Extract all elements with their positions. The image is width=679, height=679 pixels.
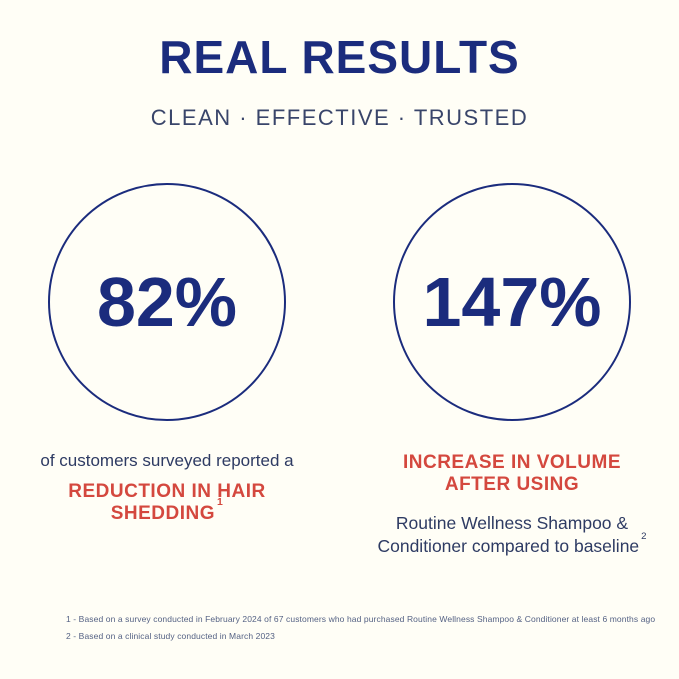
stat-sub-volume: Routine Wellness Shampoo & Conditioner co… bbox=[377, 512, 646, 558]
stat-volume-increase: 147% INCREASE IN VOLUME AFTER USING Routi… bbox=[362, 183, 662, 558]
stat-circle-shedding: 82% bbox=[48, 183, 286, 421]
stat-value-shedding: 82% bbox=[96, 263, 238, 341]
stat-headline-shedding: REDUCTION IN HAIR SHEDDING1 bbox=[68, 481, 265, 525]
stat-value-volume: 147% bbox=[422, 263, 602, 341]
sub-line2: Conditioner compared to baseline bbox=[377, 535, 640, 556]
footnote-1: 1 - Based on a survey conducted in Febru… bbox=[66, 614, 656, 624]
sub-line1: Routine Wellness Shampoo & bbox=[395, 513, 629, 534]
stat-circle-volume: 147% bbox=[393, 183, 631, 421]
stat-headline-volume: INCREASE IN VOLUME AFTER USING bbox=[403, 452, 621, 496]
page-title: REAL RESULTS bbox=[159, 31, 520, 83]
footnote-2: 2 - Based on a clinical study conducted … bbox=[66, 631, 275, 641]
headline-line1: INCREASE IN VOLUME bbox=[402, 452, 622, 473]
headline-line2: SHEDDING bbox=[110, 502, 215, 524]
tagline: CLEAN · EFFECTIVE · TRUSTED bbox=[150, 105, 529, 130]
headline-line2: AFTER USING bbox=[444, 474, 580, 496]
stats-row: 82% of customers surveyed reported a RED… bbox=[0, 183, 679, 558]
footnotes: 1 - Based on a survey conducted in Febru… bbox=[66, 611, 655, 645]
headline-line1: REDUCTION IN HAIR bbox=[68, 480, 266, 502]
stat-lead-shedding: of customers surveyed reported a bbox=[40, 451, 294, 470]
stat-hair-shedding: 82% of customers surveyed reported a RED… bbox=[17, 183, 317, 558]
footnote-ref-2: 2 bbox=[641, 530, 647, 542]
footnote-ref-1: 1 bbox=[216, 496, 224, 508]
